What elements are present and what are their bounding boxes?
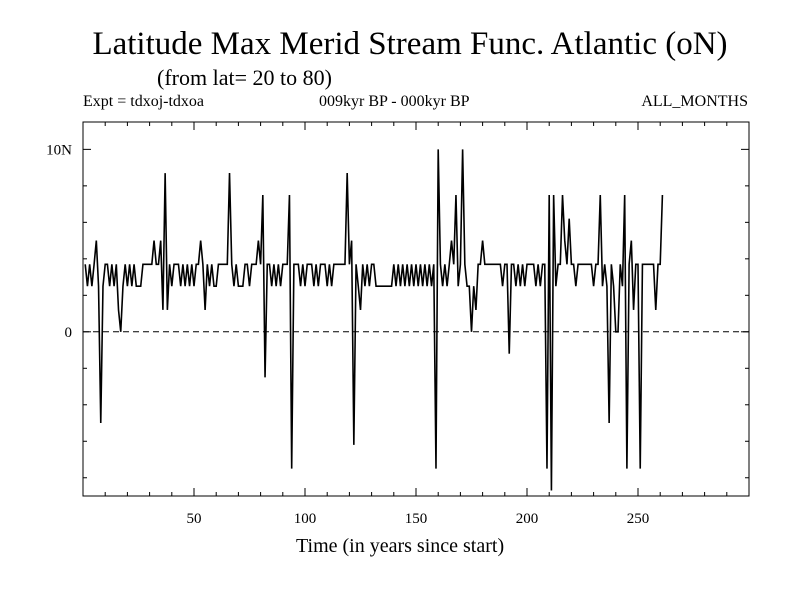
x-tick-label: 200: [516, 511, 539, 527]
season-label: ALL_MONTHS: [641, 93, 748, 110]
series-line: [84, 149, 664, 491]
plot-layer: 50 100 150 200 250 10N 0: [46, 121, 750, 527]
x-tick-label: 150: [405, 511, 428, 527]
x-tick-label: 100: [294, 511, 317, 527]
y-tick-label: 0: [65, 325, 73, 341]
chart-title: Latitude Max Merid Stream Func. Atlantic…: [92, 26, 728, 62]
experiment-label: Expt = tdxoj-tdxoa: [83, 93, 205, 110]
plot-frame: [82, 121, 750, 497]
x-tick-label: 250: [627, 511, 650, 527]
y-tick-label: 10N: [46, 142, 72, 158]
x-axis-label: Time (in years since start): [296, 535, 505, 557]
x-tick-label: 50: [187, 511, 202, 527]
chart-subtitle: (from lat= 20 to 80): [157, 65, 332, 90]
period-label: 009kyr BP - 000kyr BP: [319, 93, 470, 110]
